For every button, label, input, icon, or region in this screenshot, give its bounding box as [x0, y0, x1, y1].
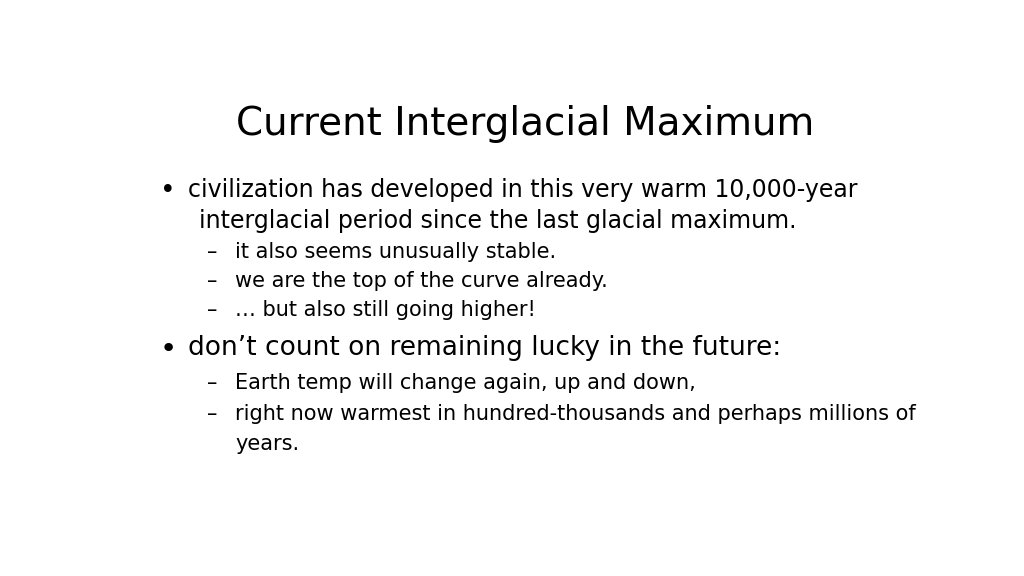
Text: right now warmest in hundred-thousands and perhaps millions of: right now warmest in hundred-thousands a… — [236, 404, 915, 424]
Text: –: – — [207, 373, 218, 393]
Text: we are the top of the curve already.: we are the top of the curve already. — [236, 271, 608, 291]
Text: don’t count on remaining lucky in the future:: don’t count on remaining lucky in the fu… — [187, 335, 780, 361]
Text: Current Interglacial Maximum: Current Interglacial Maximum — [236, 105, 814, 143]
Text: –: – — [207, 404, 218, 424]
Text: –: – — [207, 242, 218, 262]
Text: … but also still going higher!: … but also still going higher! — [236, 300, 536, 320]
Text: interglacial period since the last glacial maximum.: interglacial period since the last glaci… — [200, 209, 797, 233]
Text: •: • — [160, 178, 175, 204]
Text: –: – — [207, 271, 218, 291]
Text: it also seems unusually stable.: it also seems unusually stable. — [236, 242, 556, 262]
Text: Earth temp will change again, up and down,: Earth temp will change again, up and dow… — [236, 373, 696, 393]
Text: –: – — [207, 300, 218, 320]
Text: years.: years. — [236, 434, 299, 454]
Text: •: • — [160, 335, 177, 363]
Text: civilization has developed in this very warm 10,000-year: civilization has developed in this very … — [187, 178, 857, 202]
